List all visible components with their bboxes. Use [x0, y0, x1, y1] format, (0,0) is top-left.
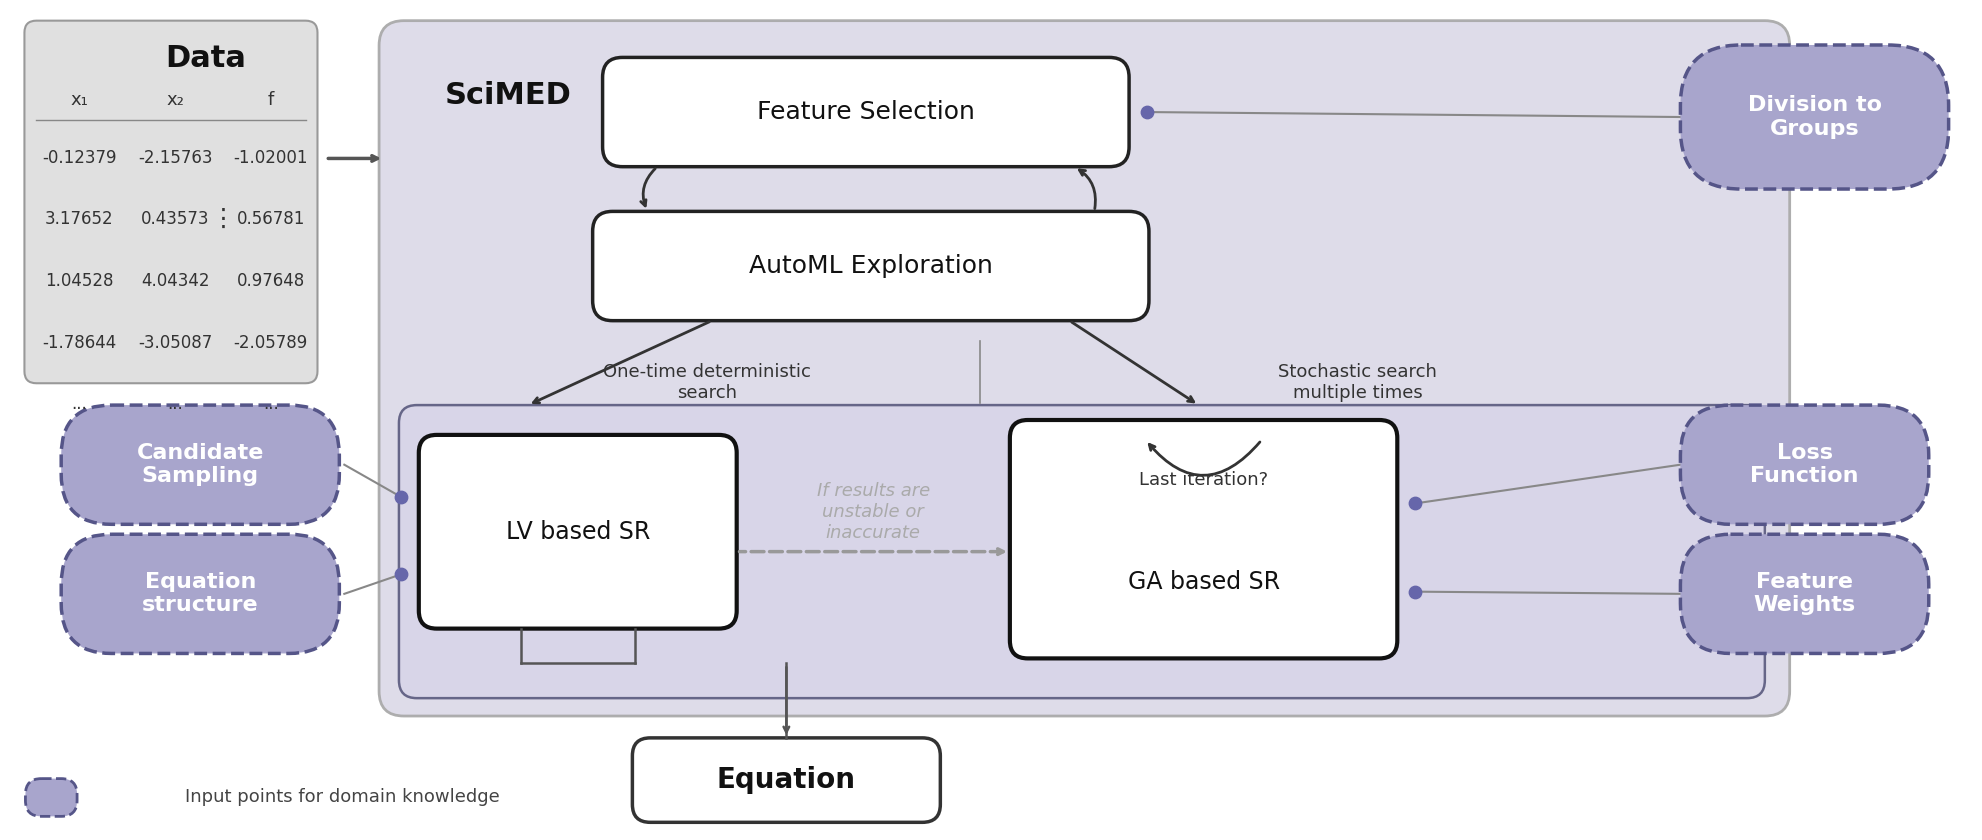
FancyBboxPatch shape — [632, 738, 939, 822]
Text: Data: Data — [166, 44, 246, 73]
FancyBboxPatch shape — [61, 534, 339, 654]
FancyBboxPatch shape — [24, 21, 317, 383]
Text: GA based SR: GA based SR — [1128, 570, 1280, 594]
FancyBboxPatch shape — [26, 779, 77, 816]
FancyBboxPatch shape — [418, 435, 737, 628]
Text: f: f — [268, 91, 274, 109]
FancyBboxPatch shape — [593, 212, 1150, 321]
Text: LV based SR: LV based SR — [505, 520, 650, 543]
Text: Equation
structure: Equation structure — [143, 572, 258, 616]
Text: If results are
unstable or
inaccurate: If results are unstable or inaccurate — [817, 482, 930, 542]
Text: Loss
Function: Loss Function — [1750, 444, 1859, 486]
Text: 0.43573: 0.43573 — [141, 210, 210, 228]
Text: One-time deterministic
search: One-time deterministic search — [603, 363, 811, 402]
FancyBboxPatch shape — [379, 21, 1790, 716]
Text: Candidate
Sampling: Candidate Sampling — [137, 444, 264, 486]
Text: 3.17652: 3.17652 — [46, 210, 113, 228]
Text: 0.97648: 0.97648 — [236, 272, 305, 290]
FancyBboxPatch shape — [1011, 420, 1397, 659]
Text: 0.56781: 0.56781 — [236, 210, 305, 228]
FancyBboxPatch shape — [61, 405, 339, 524]
Text: Feature
Weights: Feature Weights — [1754, 572, 1855, 616]
Text: Division to
Groups: Division to Groups — [1748, 96, 1881, 139]
FancyBboxPatch shape — [1681, 534, 1928, 654]
Text: Last iteration?: Last iteration? — [1140, 470, 1268, 489]
Text: ...: ... — [168, 395, 182, 413]
Text: Feature Selection: Feature Selection — [757, 100, 975, 124]
Text: 4.04342: 4.04342 — [141, 272, 210, 290]
Text: Input points for domain knowledge: Input points for domain knowledge — [186, 789, 499, 806]
FancyBboxPatch shape — [1681, 45, 1948, 189]
Text: -3.05087: -3.05087 — [139, 333, 212, 351]
Text: ⋮: ⋮ — [210, 207, 236, 231]
Text: -0.12379: -0.12379 — [42, 149, 117, 167]
Text: SciMED: SciMED — [444, 81, 571, 110]
FancyBboxPatch shape — [1681, 405, 1928, 524]
Text: -1.02001: -1.02001 — [234, 149, 307, 167]
Text: ...: ... — [264, 395, 279, 413]
Text: Stochastic search
multiple times: Stochastic search multiple times — [1278, 363, 1437, 402]
Point — [385, 491, 416, 504]
Text: -2.05789: -2.05789 — [234, 333, 307, 351]
Point — [1132, 105, 1163, 118]
FancyBboxPatch shape — [398, 405, 1764, 698]
Text: -1.78644: -1.78644 — [42, 333, 117, 351]
Point — [385, 568, 416, 581]
Point — [1399, 496, 1431, 510]
Text: Equation: Equation — [717, 766, 856, 794]
Point — [1399, 585, 1431, 598]
Text: x₂: x₂ — [166, 91, 184, 109]
Text: x₁: x₁ — [69, 91, 87, 109]
FancyBboxPatch shape — [603, 57, 1130, 166]
Text: AutoML Exploration: AutoML Exploration — [749, 254, 993, 278]
Text: 1.04528: 1.04528 — [46, 272, 113, 290]
Text: ...: ... — [71, 395, 87, 413]
Text: -2.15763: -2.15763 — [139, 149, 212, 167]
